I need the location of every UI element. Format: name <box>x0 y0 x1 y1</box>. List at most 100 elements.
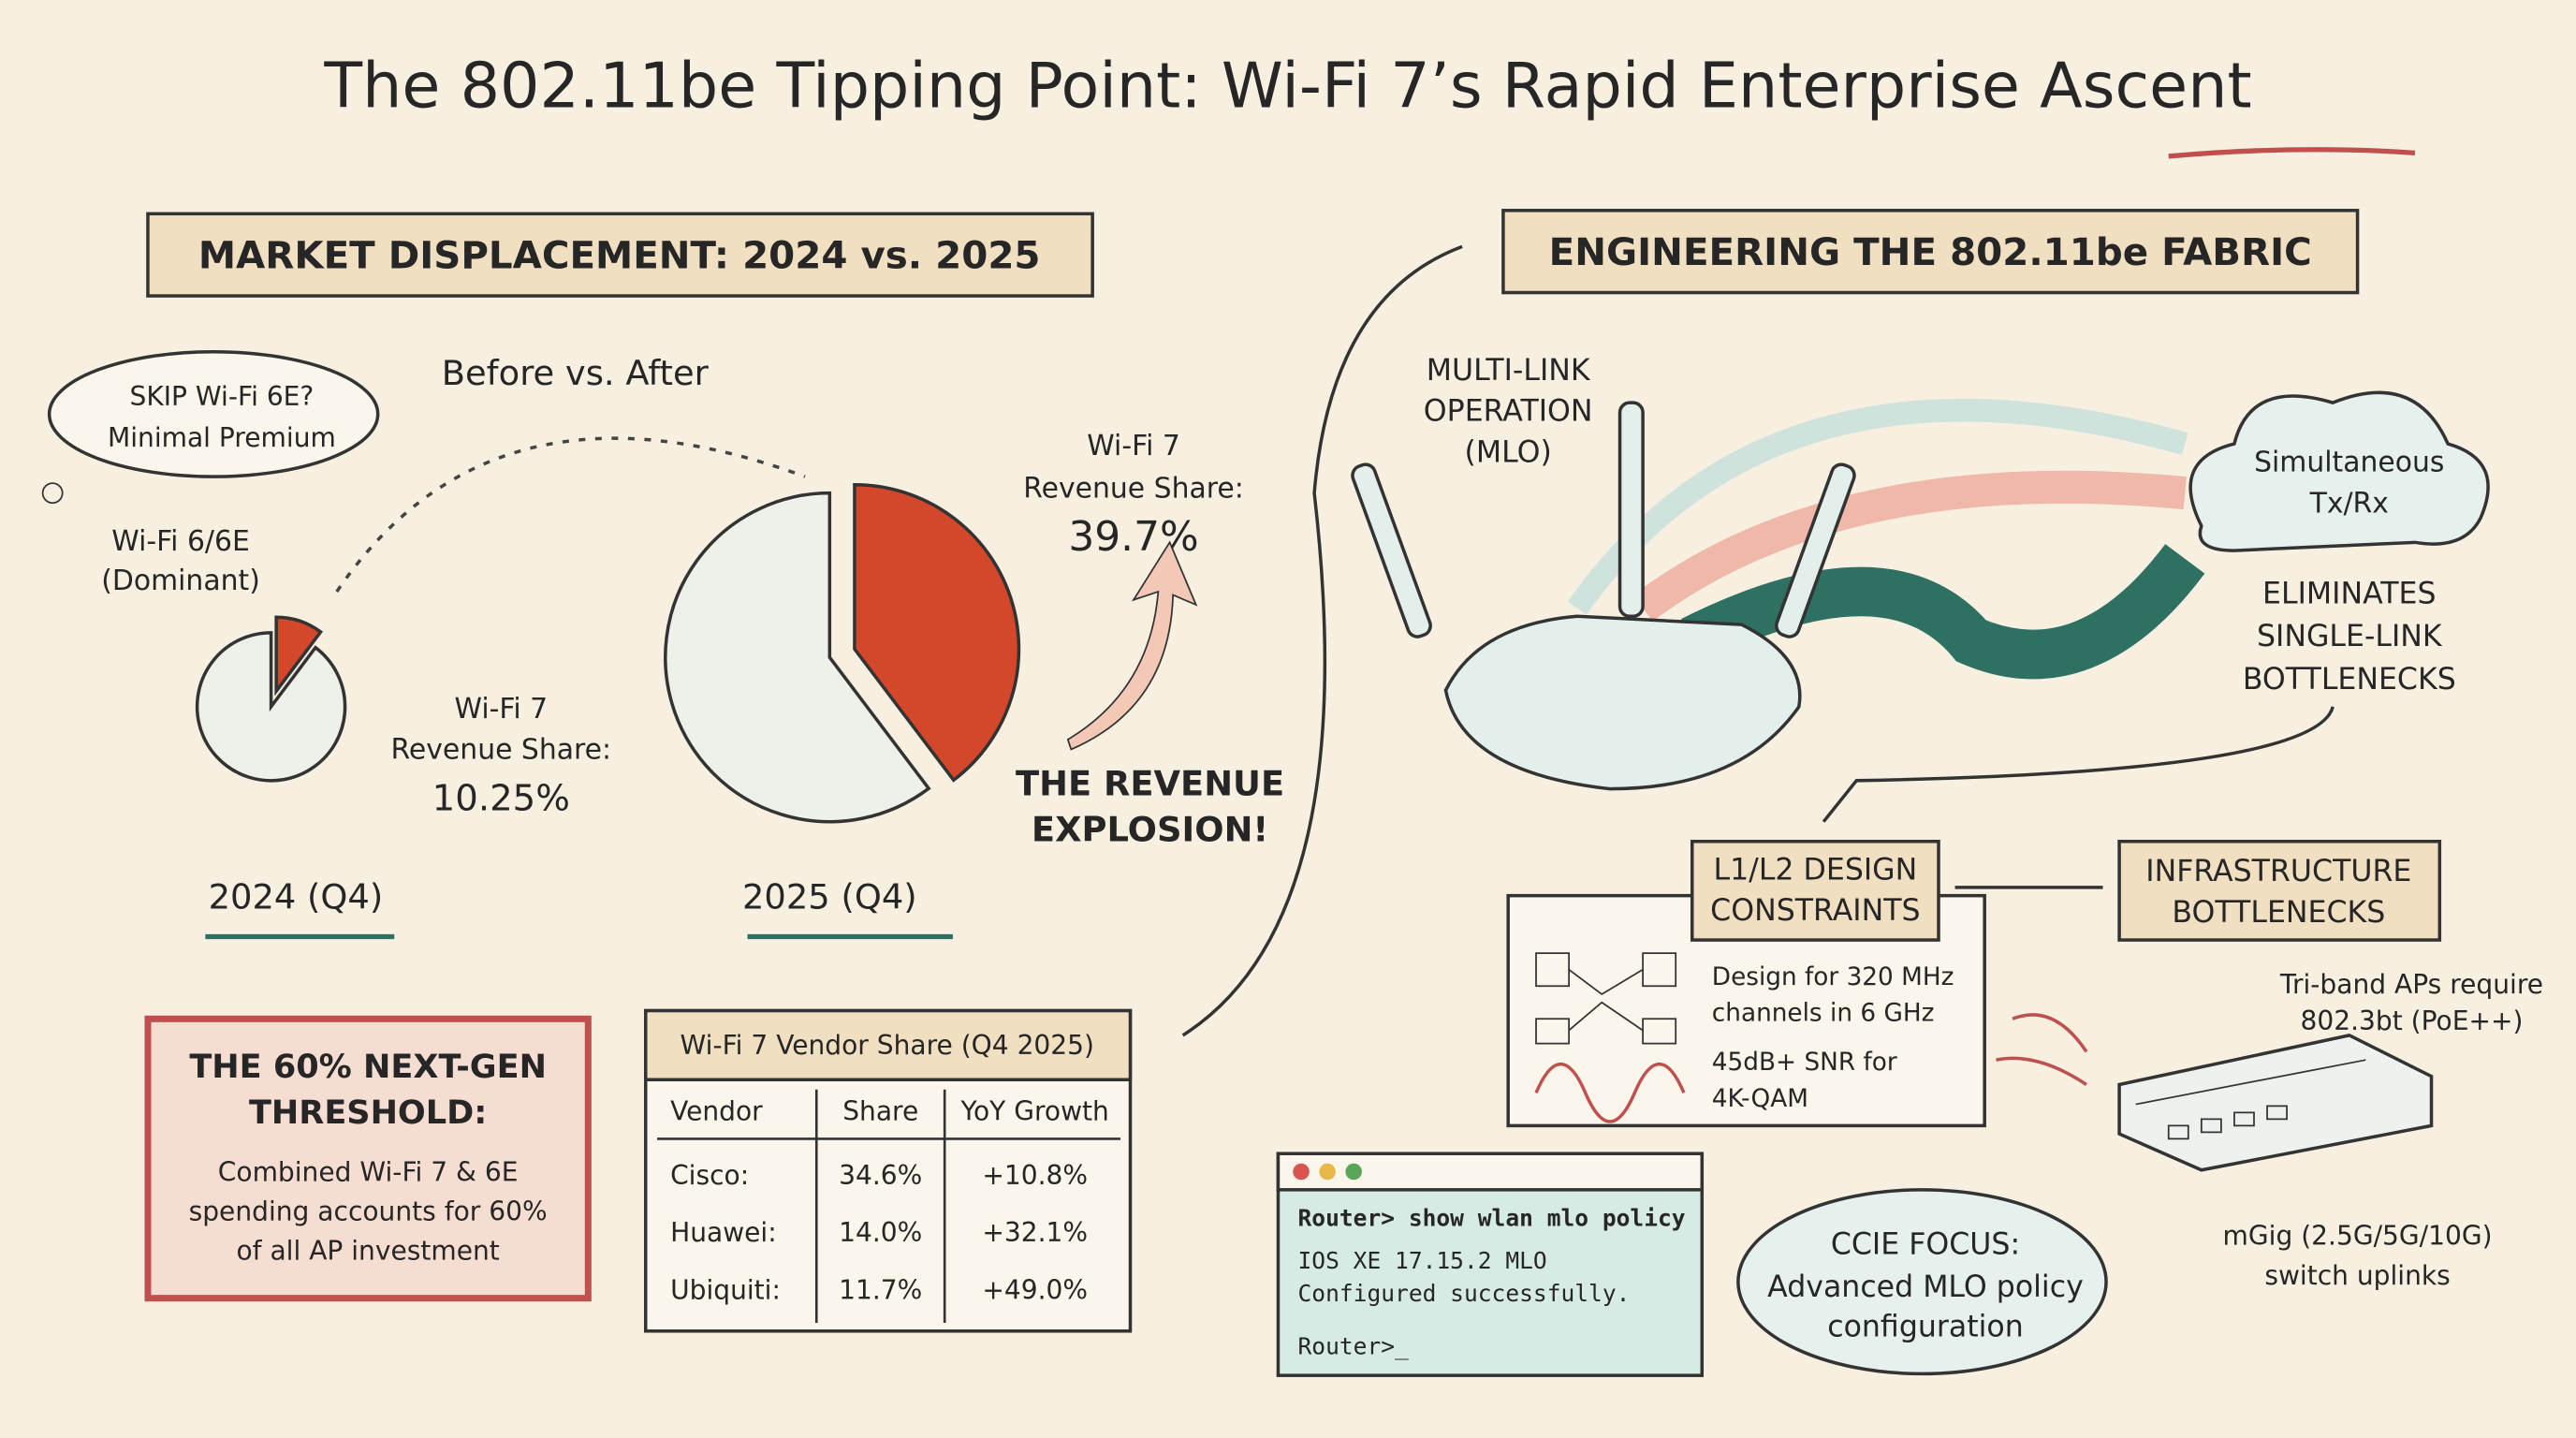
label: BOTTLENECKS <box>2172 896 2385 930</box>
label: CCIE FOCUS: <box>1831 1228 2020 1262</box>
label: Tri-band APs require <box>2279 969 2543 1000</box>
signal <box>1996 1013 2088 1086</box>
router-body <box>1443 614 1802 791</box>
threshold-body: spending accounts for 60% <box>189 1196 548 1226</box>
table-cell: +32.1% <box>982 1217 1088 1248</box>
table-cell: Share <box>842 1095 918 1126</box>
constraint: 4K-QAM <box>1712 1085 1808 1113</box>
terminal-line: IOS XE 17.15.2 MLO <box>1298 1247 1547 1274</box>
label: Simultaneous <box>2254 447 2444 479</box>
table-cell: Cisco: <box>670 1160 749 1191</box>
thought-text: Minimal Premium <box>108 422 336 453</box>
threshold-title: THRESHOLD: <box>249 1093 487 1132</box>
constraint: 45dB+ SNR for <box>1712 1049 1897 1077</box>
label: L1/L2 DESIGN <box>1714 853 1918 887</box>
heading-box <box>1501 209 2360 295</box>
underline <box>2168 147 2416 159</box>
pie-caption: Wi-Fi 7 <box>454 693 548 726</box>
label: OPERATION <box>1424 395 1593 429</box>
constraint: channels in 6 GHz <box>1712 1000 1935 1028</box>
table-cell: 14.0% <box>839 1217 922 1248</box>
window-dot <box>1293 1163 1310 1181</box>
design-box <box>1690 839 1940 942</box>
threshold-title: THE 60% NEXT-GEN <box>189 1048 547 1086</box>
pie-value: 39.7% <box>1068 513 1198 561</box>
label: THE REVENUE <box>1016 764 1284 804</box>
terminal-line: Router> show wlan mlo policy <box>1298 1204 1686 1231</box>
arrow <box>335 436 806 593</box>
cloud <box>2188 390 2490 552</box>
arrow <box>1181 244 1463 1037</box>
heading-box <box>146 212 1094 298</box>
label: (MLO) <box>1465 436 1552 470</box>
window-dot <box>1345 1163 1362 1181</box>
pie-period: 2025 (Q4) <box>742 877 917 917</box>
pie-slice <box>853 482 1021 783</box>
window-dot <box>1319 1163 1336 1181</box>
terminal-line: Configured successfully. <box>1298 1280 1631 1307</box>
threshold-body: Combined Wi-Fi 7 & 6E <box>218 1156 519 1187</box>
table-cell: Vendor <box>670 1095 763 1126</box>
thought-dot <box>41 482 64 505</box>
pie-value: 10.25% <box>432 777 570 819</box>
thought-text: SKIP Wi-Fi 6E? <box>130 381 315 412</box>
label: MULTI-LINK <box>1427 354 1591 388</box>
table-title-box <box>644 1008 1133 1081</box>
table-cell: +10.8% <box>982 1160 1088 1191</box>
terminal-line: Router>_ <box>1298 1332 1410 1359</box>
label: Advanced MLO policy <box>1767 1270 2084 1304</box>
pie-rest <box>195 631 347 783</box>
table-cell: Huawei: <box>670 1217 777 1248</box>
label: 802.3bt (PoE++) <box>2301 1005 2524 1036</box>
heading: MARKET DISPLACEMENT: 2024 vs. 2025 <box>198 234 1041 278</box>
constraint: Design for 320 MHz <box>1712 963 1954 991</box>
arrow <box>1822 706 2334 823</box>
terminal-bar <box>1276 1152 1705 1192</box>
label: Wi-Fi 6/6E <box>111 525 250 558</box>
pie-caption: Revenue Share: <box>391 734 612 767</box>
link-stream <box>1632 470 2187 622</box>
table: Vendor Share YoY Growth Cisco: 34.6% +10.8% Hu… <box>670 1095 1109 1305</box>
label: Before vs. After <box>442 353 710 393</box>
threshold-body: of all AP investment <box>236 1236 499 1267</box>
pie-caption: Revenue Share: <box>1023 473 1244 506</box>
title: The 802.11be Tipping Point: Wi-Fi 7’s Ra… <box>323 50 2251 123</box>
growth-arrow <box>1066 540 1198 751</box>
label: SINGLE-LINK <box>2257 620 2443 653</box>
table-cell: Ubiquiti: <box>670 1275 781 1306</box>
infra-box <box>2117 839 2442 942</box>
label: ELIMINATES <box>2262 577 2436 610</box>
label: (Dominant) <box>101 565 260 597</box>
threshold-box <box>144 1015 592 1302</box>
switch-ports <box>2135 1059 2366 1140</box>
label: Tx/Rx <box>2309 487 2389 520</box>
wave-icon <box>1534 1063 1686 1123</box>
antenna <box>1351 462 1432 638</box>
thought-cloud <box>47 349 380 478</box>
label: configuration <box>1827 1310 2023 1343</box>
antenna <box>1617 401 1645 619</box>
label: BOTTLENECKS <box>2243 663 2456 697</box>
heading: ENGINEERING THE 802.11be FABRIC <box>1549 230 2312 274</box>
topology-icon <box>1535 952 1677 1045</box>
pie-period: 2024 (Q4) <box>209 877 384 917</box>
label: EXPLOSION! <box>1032 810 1268 850</box>
label: INFRASTRUCTURE <box>2145 855 2411 888</box>
label: switch uplinks <box>2264 1260 2450 1291</box>
speech-bubble <box>1736 1188 2108 1376</box>
pie-caption: Wi-Fi 7 <box>1087 430 1180 462</box>
table-cell: +49.0% <box>982 1275 1088 1306</box>
antenna <box>1775 462 1856 638</box>
table-cell: 34.6% <box>839 1160 922 1191</box>
label: mGig (2.5G/5G/10G) <box>2223 1221 2493 1252</box>
pies <box>195 482 1021 824</box>
table-title: Wi-Fi 7 Vendor Share (Q4 2025) <box>681 1030 1094 1061</box>
table-cell: 11.7% <box>839 1275 922 1306</box>
table-cell: YoY Growth <box>960 1095 1109 1126</box>
pie-rest <box>664 491 931 824</box>
switch <box>2117 1034 2434 1172</box>
label: CONSTRAINTS <box>1710 894 1920 928</box>
pie-slice <box>274 615 324 697</box>
